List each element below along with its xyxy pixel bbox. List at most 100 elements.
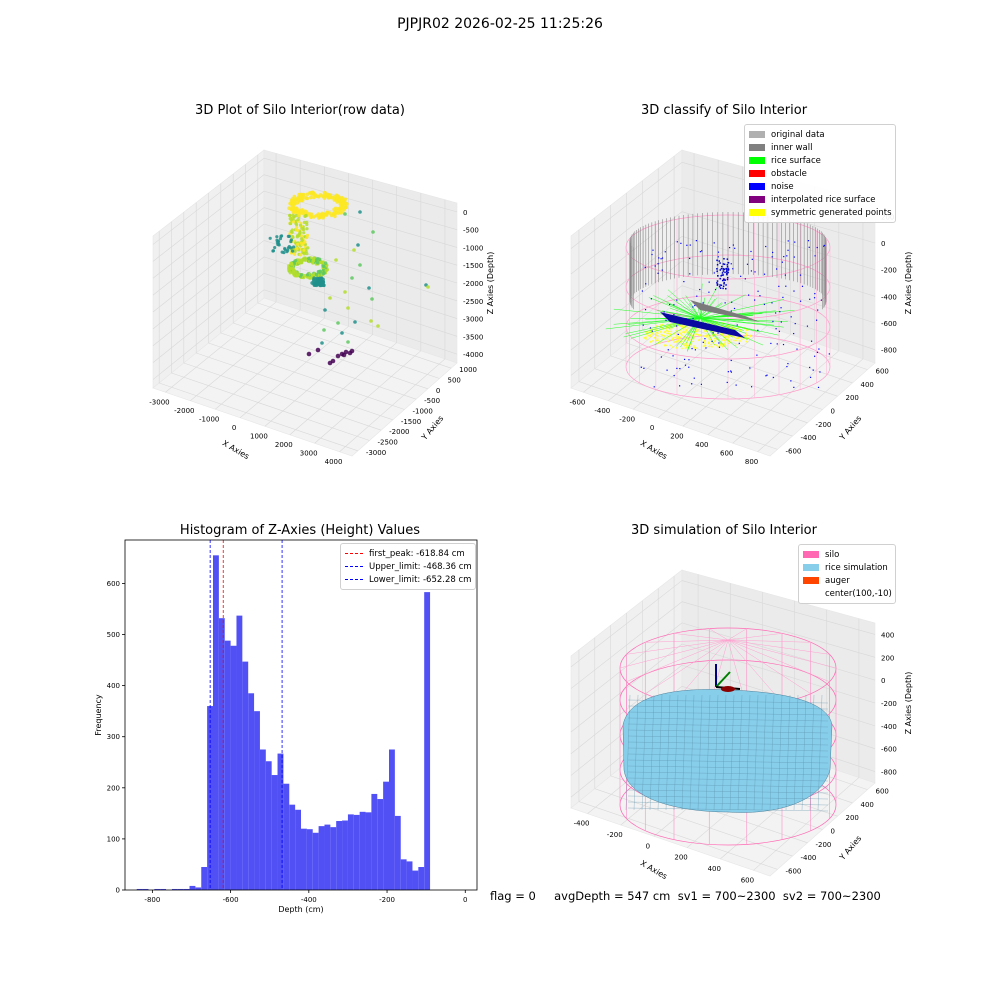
- noise-point: [723, 268, 726, 270]
- histogram-bar: [154, 888, 161, 890]
- noise-point: [814, 255, 816, 257]
- z-axis-label: Z Axies (Depth): [904, 252, 913, 315]
- symmetric-point: [703, 339, 706, 342]
- silo-roof-line: [727, 639, 830, 682]
- symmetric-point: [679, 332, 682, 335]
- grid-line: [152, 256, 265, 347]
- silo-roof-line: [626, 639, 729, 655]
- noise-point: [657, 263, 659, 265]
- histogram-bar: [160, 888, 167, 890]
- rice-surface-line: [670, 308, 701, 319]
- symmetric-point: [663, 334, 665, 337]
- surface-mesh-line: [627, 783, 829, 788]
- symmetric-point: [745, 340, 748, 343]
- legend-item: inner wall: [749, 141, 891, 154]
- data-point: [344, 205, 348, 210]
- surface-mesh-line: [627, 741, 829, 746]
- z-tick-label: -500: [463, 227, 479, 235]
- histogram-bar: [195, 887, 202, 890]
- noise-point: [784, 274, 786, 276]
- y-tick-label: 200: [846, 394, 859, 402]
- symmetric-point: [679, 325, 682, 327]
- symmetric-point: [664, 338, 667, 341]
- noise-point: [722, 268, 724, 270]
- symmetric-point: [669, 333, 672, 336]
- noise-point: [673, 375, 675, 377]
- data-point: [322, 328, 326, 332]
- symmetric-point: [734, 343, 737, 346]
- data-point: [343, 197, 348, 201]
- x-tick-label: -800: [144, 896, 160, 904]
- noise-point: [793, 256, 795, 258]
- noise-point: [730, 310, 732, 312]
- data-point: [285, 250, 289, 254]
- symmetric-point: [656, 335, 659, 338]
- noise-point: [726, 276, 729, 279]
- noise-point: [780, 321, 782, 323]
- noise-point: [716, 284, 719, 286]
- data-point: [339, 203, 344, 208]
- legend-item: Lower_limit: -652.28 cm: [345, 573, 471, 586]
- z-tick-label: 200: [881, 654, 894, 662]
- legend-line: [345, 566, 363, 567]
- surface-mesh-line: [633, 694, 639, 811]
- data-point: [341, 352, 347, 358]
- legend-label: Lower_limit: -652.28 cm: [369, 574, 472, 585]
- noise-point: [676, 325, 678, 327]
- symmetric-point: [724, 341, 727, 344]
- data-point: [330, 195, 335, 200]
- x-tick-label: -200: [607, 831, 623, 839]
- x-tick-label: 0: [650, 424, 654, 432]
- noise-point: [738, 342, 740, 344]
- grid-line: [610, 355, 808, 424]
- symmetric-point: [686, 327, 689, 330]
- x-tick-label: 3000: [300, 449, 318, 457]
- grid-line: [570, 186, 683, 275]
- x-tick-label: 2000: [275, 441, 293, 449]
- data-point: [309, 214, 313, 219]
- legend-swatch: [749, 196, 765, 203]
- data-point: [426, 285, 430, 289]
- y-tick-label: 400: [861, 381, 874, 389]
- surface-mesh-line: [777, 694, 783, 811]
- noise-point: [691, 383, 693, 385]
- surface-mesh-line: [745, 694, 751, 811]
- y-tick-label: 0: [831, 828, 835, 836]
- symmetric-point: [656, 332, 659, 335]
- symmetric-point: [706, 335, 708, 338]
- noise-point: [725, 287, 727, 290]
- data-point: [287, 245, 291, 249]
- y-tick-label: -1000: [413, 408, 433, 416]
- data-point: [279, 234, 283, 238]
- data-point: [300, 258, 304, 263]
- surface-mesh-line: [627, 795, 829, 800]
- surface-mesh-line: [627, 723, 829, 728]
- symmetric-point: [644, 336, 647, 338]
- noise-point: [751, 258, 753, 260]
- symmetric-point: [738, 339, 741, 342]
- data-point: [300, 237, 304, 241]
- x-tick-label: 600: [720, 449, 733, 457]
- symmetric-point: [667, 340, 670, 343]
- noise-point: [688, 366, 690, 368]
- symmetric-point: [659, 324, 662, 327]
- x-tick-label: 200: [670, 432, 683, 440]
- data-point: [314, 258, 318, 263]
- histogram-bar: [224, 640, 231, 890]
- histogram-bar: [236, 615, 243, 890]
- noise-point: [666, 369, 668, 371]
- noise-point: [790, 380, 792, 382]
- symmetric-point: [715, 333, 717, 336]
- data-point: [320, 194, 325, 198]
- symmetric-point: [684, 326, 687, 329]
- noise-point: [733, 307, 736, 310]
- x-tick-label: -400: [574, 820, 590, 828]
- noise-point: [720, 284, 723, 286]
- y-axis-label: Frequency: [94, 694, 103, 736]
- noise-point: [759, 295, 761, 297]
- symmetric-point: [727, 336, 730, 339]
- grid-line: [152, 240, 265, 330]
- histogram-bar: [248, 693, 255, 890]
- data-point: [315, 261, 320, 265]
- rice-surface-line: [630, 317, 701, 319]
